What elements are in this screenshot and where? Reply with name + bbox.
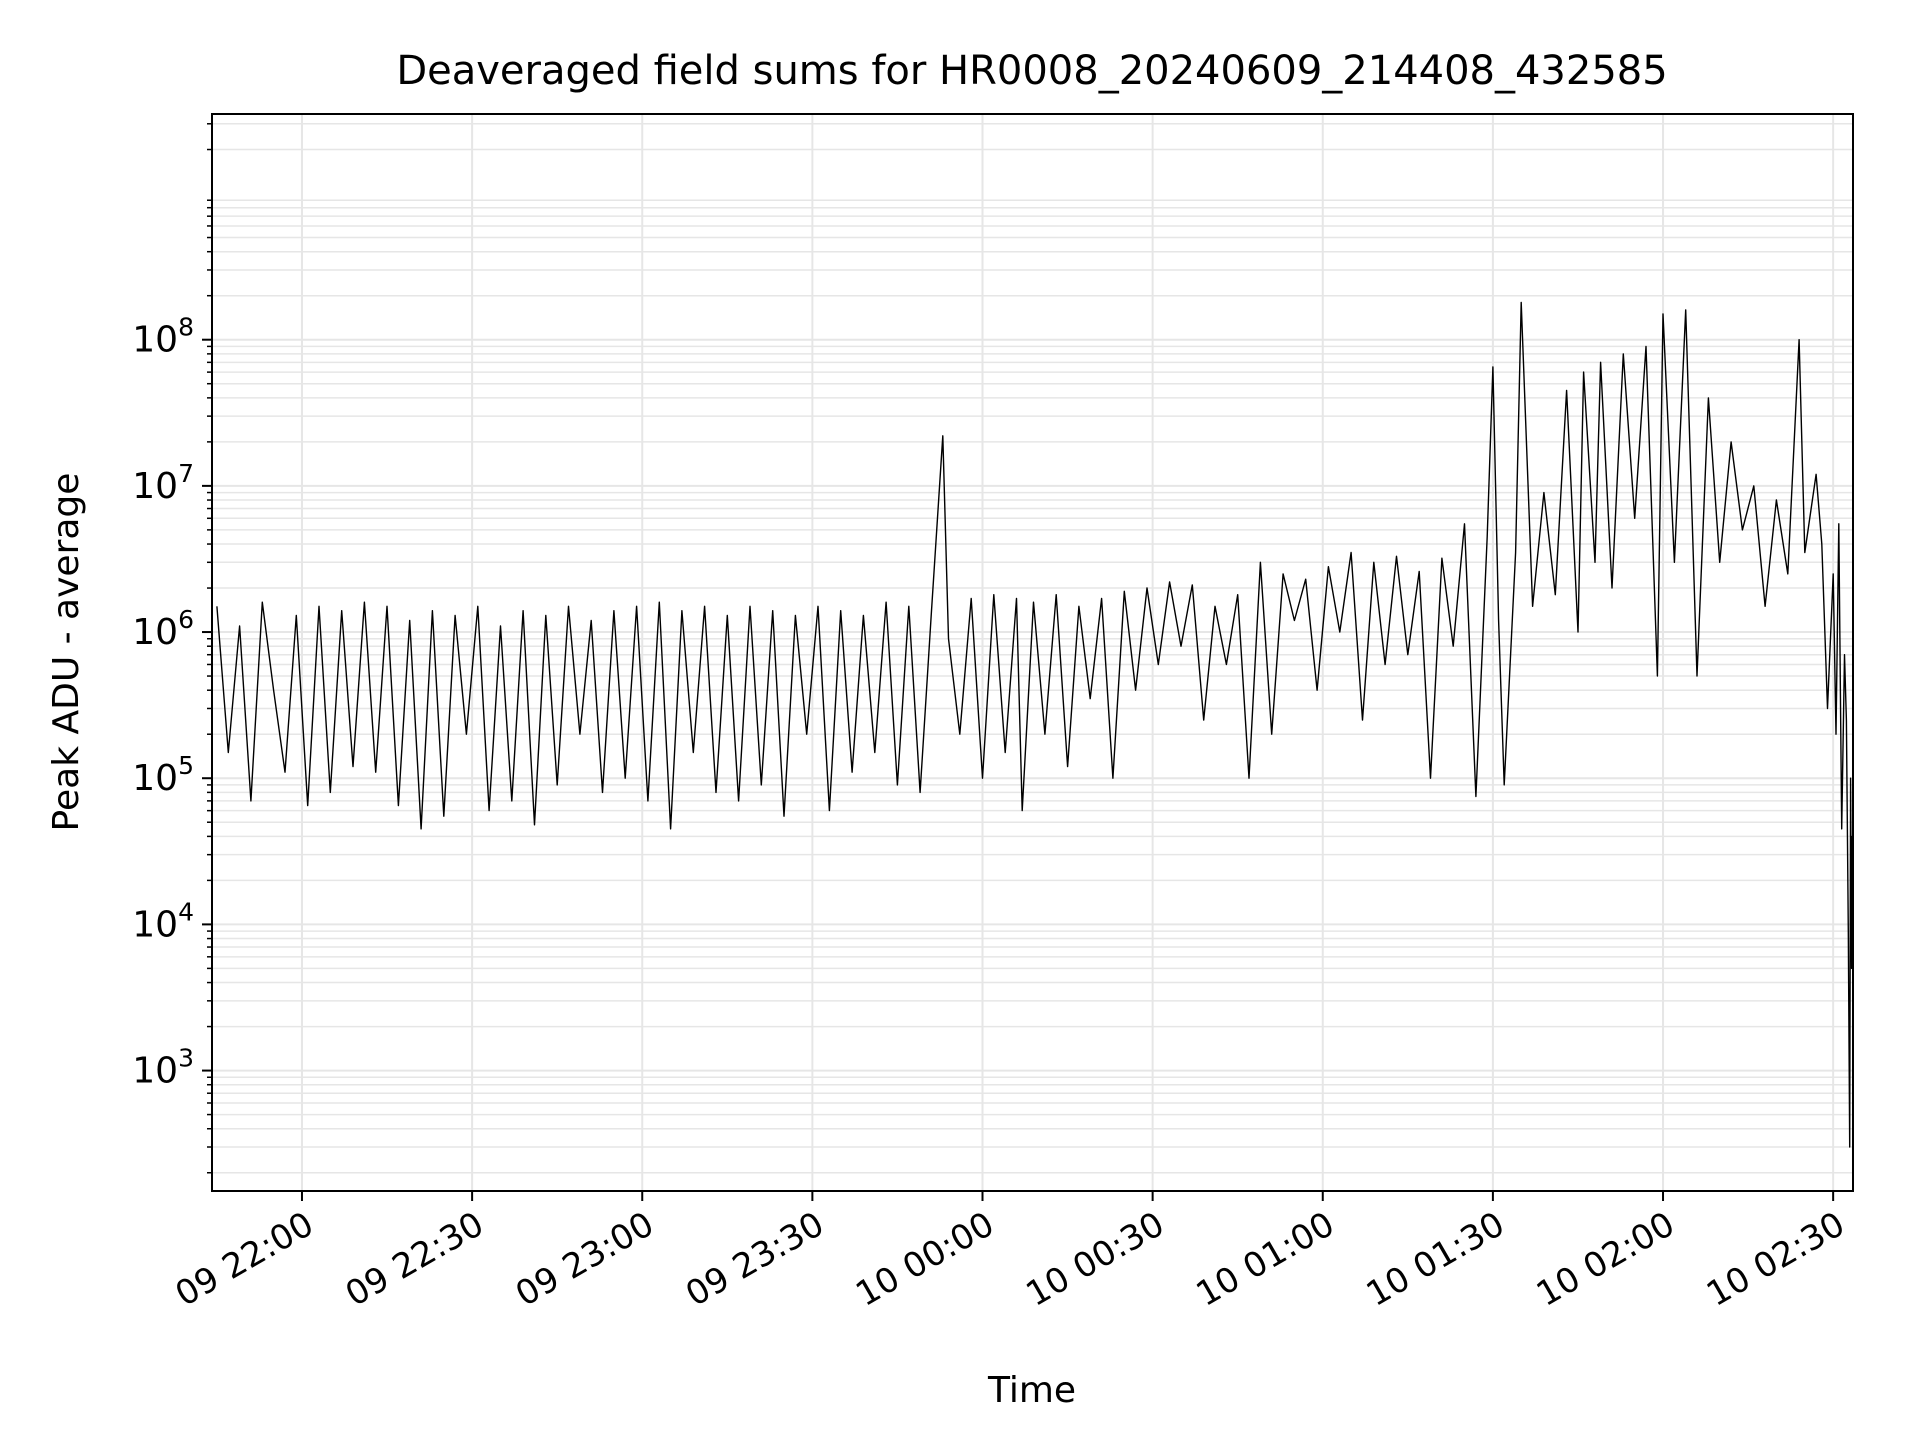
y-axis-label: Peak ADU - average [46, 473, 87, 832]
x-axis-label: Time [987, 1370, 1076, 1411]
chart-title: Deaveraged field sums for HR0008_2024060… [396, 48, 1667, 94]
plot-frame [211, 113, 1854, 1192]
y-tick-label: 105 [132, 751, 194, 799]
y-tick-label: 104 [132, 897, 194, 945]
y-tick-label: 108 [132, 313, 194, 361]
y-tick-label: 103 [132, 1044, 194, 1092]
y-tick-label: 107 [132, 459, 194, 507]
y-tick-label: 106 [132, 605, 194, 653]
series-line [216, 301, 1854, 1148]
data-series [216, 301, 1854, 1148]
